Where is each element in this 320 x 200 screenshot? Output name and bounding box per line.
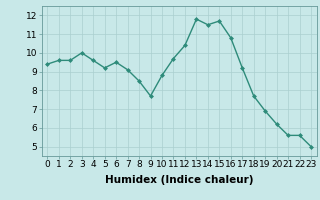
X-axis label: Humidex (Indice chaleur): Humidex (Indice chaleur) <box>105 175 253 185</box>
